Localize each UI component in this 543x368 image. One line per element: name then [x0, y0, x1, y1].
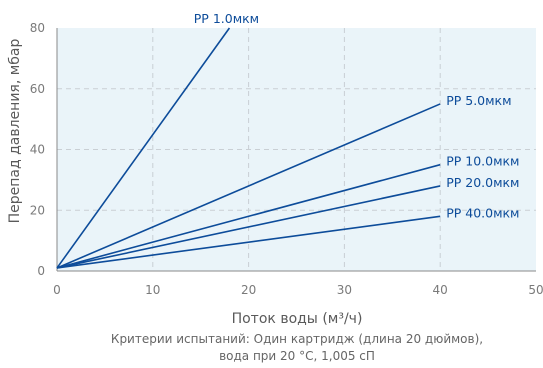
axes: [56, 28, 536, 272]
series-label: PP 10.0мкм: [446, 154, 519, 169]
y-tick-label: 0: [37, 264, 45, 278]
y-axis-title: Перепад давления, мбар: [7, 38, 23, 223]
series-line: [56, 27, 231, 269]
x-tick-label: 50: [528, 283, 543, 297]
x-axis-title: Поток воды (м³/ч): [232, 311, 363, 327]
series-label: PP 40.0мкм: [446, 205, 519, 220]
caption-line-2: вода при 20 °C, 1,005 сП: [219, 349, 375, 363]
tick-labels: 0 10 20 30 40 50 0 20 40 60 80: [30, 21, 543, 297]
caption-line-1: Критерии испытаний: Один картридж (длина…: [111, 332, 483, 346]
x-tick-label: 0: [53, 283, 61, 297]
x-tick-label: 10: [145, 283, 160, 297]
y-tick-label: 40: [30, 143, 45, 157]
y-tick-label: 80: [30, 21, 45, 35]
x-tick-label: 20: [241, 283, 256, 297]
series-label: PP 1.0мкм: [194, 11, 259, 26]
series-line: [56, 103, 441, 269]
x-tick-label: 40: [433, 283, 448, 297]
x-tick-label: 30: [337, 283, 352, 297]
series-line: [56, 185, 441, 269]
y-tick-label: 20: [30, 203, 45, 217]
series-label: PP 5.0мкм: [446, 93, 511, 108]
series-line: [56, 215, 441, 269]
series-line: [56, 163, 441, 269]
y-tick-label: 60: [30, 82, 45, 96]
series-label: PP 20.0мкм: [446, 175, 519, 190]
grid-lines: [57, 28, 536, 271]
series-lines: [56, 27, 441, 269]
series-labels: PP 1.0мкм PP 5.0мкм PP 10.0мкм PP 20.0мкм PP…: [194, 11, 520, 220]
